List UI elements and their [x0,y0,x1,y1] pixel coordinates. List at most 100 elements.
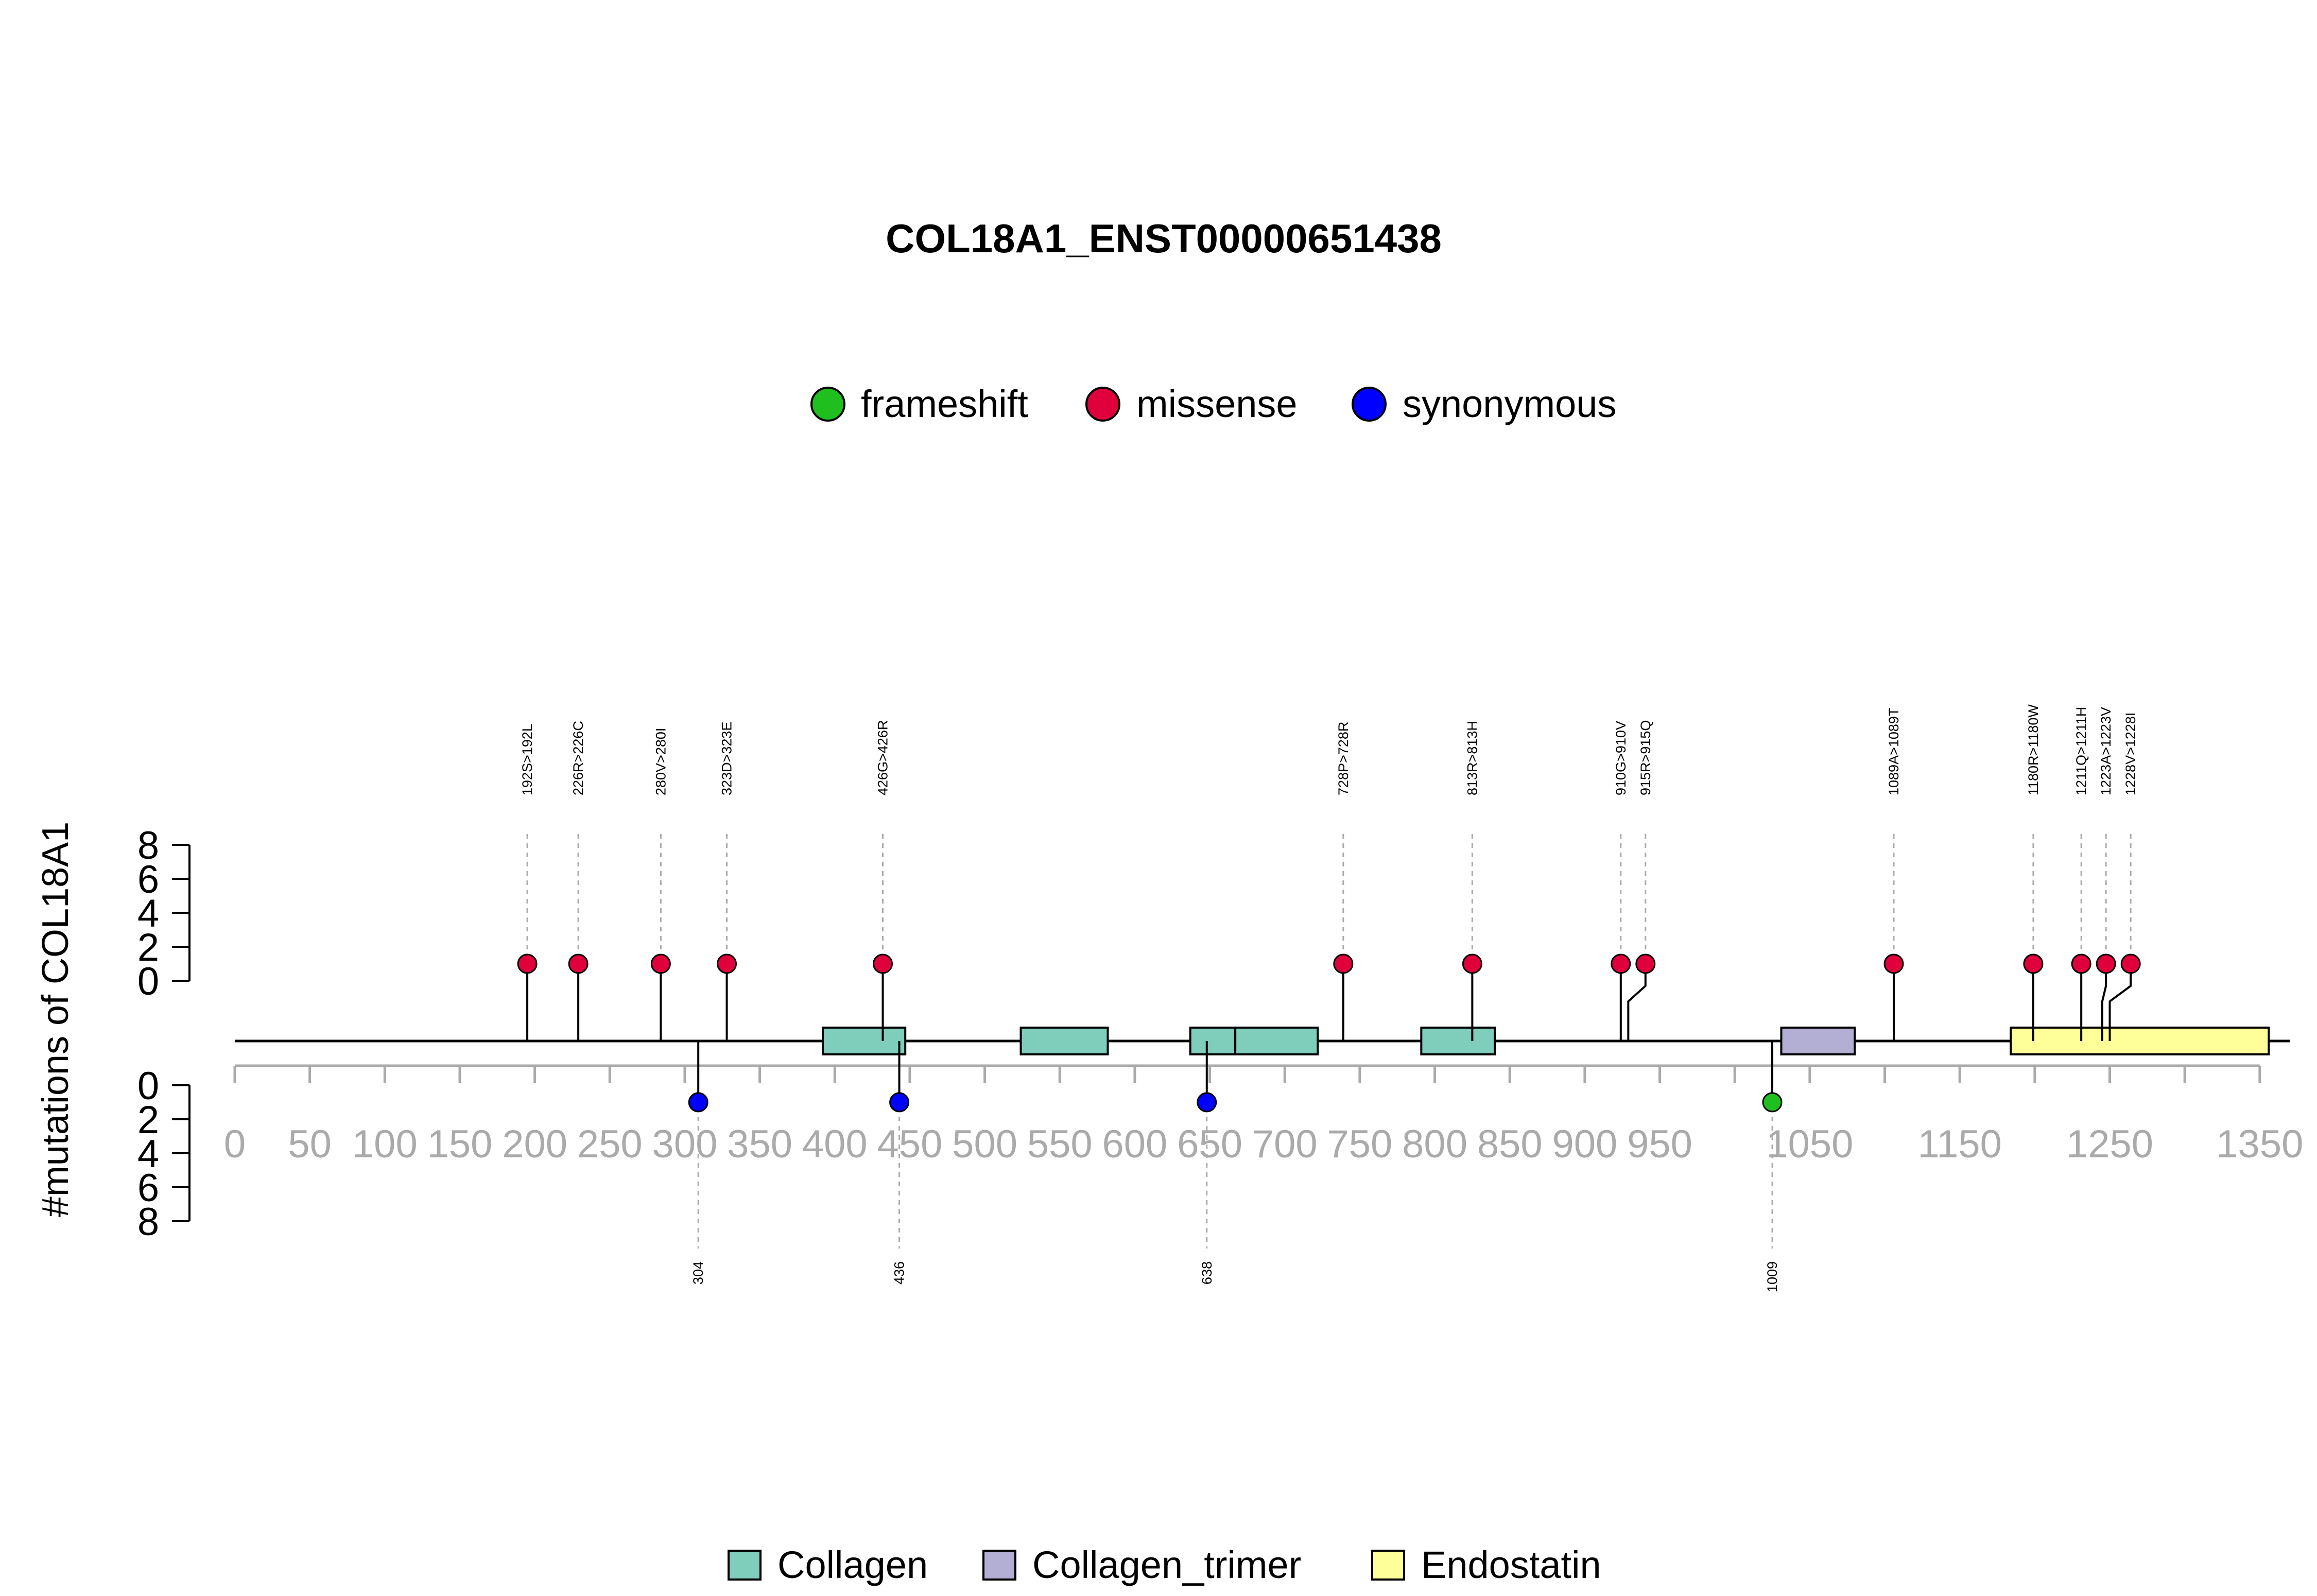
mutation-label: 813R>813H [1464,721,1480,795]
legend-collagen-swatch [728,1550,762,1581]
mutation-stems [526,964,2132,1102]
mutation-point-missense [1333,953,1354,974]
x-tick-label: 800 [1402,1122,1467,1166]
mutation-label: 226R>226C [570,721,586,795]
x-axis: 0 50 100 150 200 250 300 350 400 450 500 550 600 650 7… [224,1064,2303,1166]
x-tick-label: 750 [1327,1122,1392,1166]
mutation-point-synonymous [889,1092,910,1113]
mutation-label: 1211Q>1211H [2073,707,2089,795]
x-tick-label: 1250 [2066,1122,2153,1166]
mutation-label: 323D>323E [719,722,735,795]
mutation-label: 915R>915Q [1638,720,1653,795]
domain-collagen [1420,1027,1496,1055]
mutation-type-legend: frameshift missense synonymous [810,383,1616,425]
mutation-point-missense [717,953,737,974]
x-tick-label: 350 [727,1122,792,1166]
y-tick-label-top: 2 [137,926,159,969]
legend-synonymous-marker [1352,387,1387,422]
x-tick-label: 150 [427,1122,493,1166]
y-axis-label: #mutations of COL18A1 [35,822,76,1217]
mutation-point-missense [1462,953,1482,974]
mutation-label: 1180R>1180W [2026,704,2041,795]
mutation-label: 1009 [1765,1261,1780,1292]
mutation-label: 426G>426R [875,720,891,795]
x-tick-label: 400 [802,1122,868,1166]
x-tick-label: 950 [1627,1122,1692,1166]
mutation-point-missense [2120,953,2141,974]
mutation-point-frameshift [1762,1092,1783,1113]
x-tick-label: 650 [1177,1122,1242,1166]
mutation-label: 1228V>1228I [2123,713,2138,795]
mutation-point-synonymous [1197,1092,1217,1113]
domain-collagen [1019,1027,1109,1055]
mutation-point-missense [2096,953,2116,974]
x-tick-label: 600 [1102,1122,1168,1166]
mutation-stem [2101,964,2107,1041]
legend-frameshift-label: frameshift [861,383,1028,425]
x-tick-label: 900 [1552,1122,1617,1166]
x-tick-label: 450 [877,1122,943,1166]
y-tick-label-top: 0 [137,960,159,1003]
y-tick-label-bottom: 4 [137,1132,159,1176]
domain-endostatin [2010,1027,2270,1055]
domain-collagen [821,1027,907,1055]
x-tick-label: 50 [288,1122,332,1166]
x-tick-label: 250 [577,1122,643,1166]
protein-domains [821,1027,2270,1055]
x-tick-label: 300 [652,1122,718,1166]
x-tick-label: 500 [952,1122,1017,1166]
legend-missense-label: missense [1136,383,1298,425]
y-tick-label-top: 4 [137,892,159,935]
mutation-point-missense [1611,953,1631,974]
mutation-labels: 192S>192L 226R>226C 280V>280I 323D>323E 426G… [520,704,2138,1292]
mutation-point-missense [2023,953,2044,974]
legend-collagen-label: Collagen [777,1543,928,1586]
x-tick-label: 200 [502,1122,567,1166]
mutation-point-missense [1883,953,1904,974]
mutation-points [517,953,2141,1113]
mutation-point-missense [1635,953,1656,974]
x-tick-label: 700 [1252,1122,1318,1166]
mutation-label: 436 [892,1261,907,1285]
mutation-label: 280V>280I [653,728,668,795]
legend-collagen-trimer-label: Collagen_trimer [1032,1543,1301,1586]
mutation-label: 638 [1199,1261,1215,1285]
x-tick-label: 1350 [2216,1122,2303,1166]
mutation-point-synonymous [688,1092,708,1113]
legend-endostatin-swatch [1371,1550,1405,1581]
legend-frameshift-marker [810,387,845,422]
mutation-label: 910G>910V [1613,721,1629,795]
mutation-label: 1089A>1089T [1886,708,1901,795]
x-tick-label: 850 [1477,1122,1543,1166]
mutation-point-missense [650,953,671,974]
legend-synonymous-label: synonymous [1403,383,1616,425]
mutation-label: 304 [690,1261,706,1285]
legend-collagen-trimer-swatch [982,1550,1016,1581]
domain-collagen [1234,1027,1319,1055]
y-tick-label-bottom: 0 [137,1064,159,1108]
y-tick-label-bottom: 8 [137,1200,159,1244]
x-tick-label: 1050 [1766,1122,1853,1166]
domain-legend: Collagen Collagen_trimer Endostatin [728,1543,1601,1586]
mutation-point-missense [2071,953,2091,974]
mutation-label: 192S>192L [520,724,535,795]
mutation-stem [1627,964,1647,1041]
x-tick-label: 550 [1027,1122,1093,1166]
y-tick-label-bottom: 6 [137,1166,159,1210]
y-tick-label-top: 6 [137,858,159,901]
mutation-point-missense [568,953,589,974]
y-tick-label-top: 8 [137,824,159,868]
x-tick-label: 1150 [1917,1122,2001,1166]
x-tick-label: 0 [224,1122,246,1166]
x-tick-label: 100 [352,1122,418,1166]
mutation-point-missense [873,953,893,974]
domain-collagen [1189,1027,1237,1055]
mutation-label: 728P>728R [1336,722,1351,795]
domain-collagen-trimer [1780,1027,1856,1055]
legend-endostatin-label: Endostatin [1421,1543,1601,1586]
mutation-stem [2108,964,2132,1041]
mutation-point-missense [517,953,538,974]
legend-missense-marker [1085,387,1120,422]
